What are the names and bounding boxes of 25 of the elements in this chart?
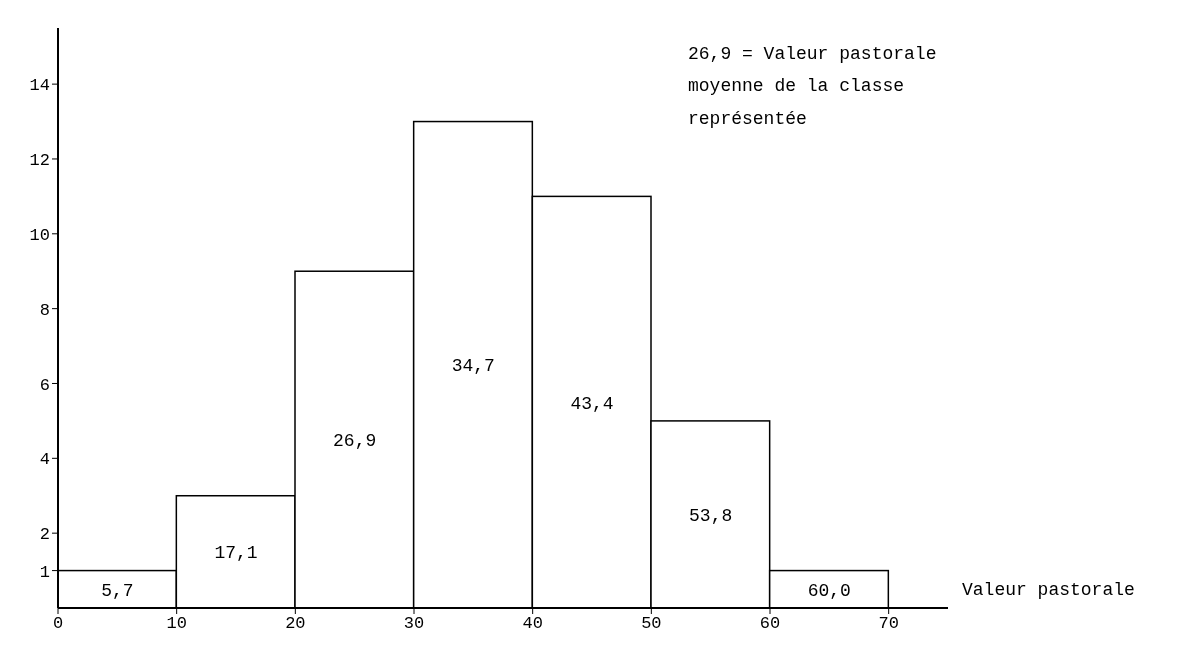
y-tick-label: 6 (39, 375, 50, 395)
annotation: 26,9 = Valeur pastorale moyenne de la classe représentée (688, 43, 937, 131)
x-tick-label: 30 (403, 614, 425, 634)
y-tick-label: 8 (39, 300, 50, 320)
y-tick-label: 14 (29, 76, 50, 96)
y-tick-label: 2 (39, 525, 50, 545)
annotation: 43,4 (570, 393, 614, 414)
x-tick-label: 70 (878, 614, 899, 634)
annotation: 5,7 (101, 580, 134, 601)
annotation: 53,8 (689, 505, 733, 526)
y-tick-label: 12 (29, 151, 50, 170)
annotation: 26,9 (333, 431, 377, 451)
x-tick-label: 0 (52, 614, 64, 634)
x-axis-title: Valeur pastorale (962, 580, 1135, 600)
annotation: 34,7 (451, 356, 495, 377)
x-tick-label: 10 (166, 614, 187, 634)
annotation: 60,0 (807, 580, 851, 601)
annotation: 17,1 (214, 543, 258, 564)
x-tick-label: 50 (641, 614, 662, 634)
y-tick-label: 10 (29, 225, 50, 245)
x-tick-label: 60 (759, 614, 781, 634)
y-tick-label: 4 (39, 450, 50, 470)
x-tick-label: 40 (522, 614, 543, 634)
x-tick-label: 20 (285, 614, 306, 634)
y-tick-label: 1 (39, 562, 50, 582)
